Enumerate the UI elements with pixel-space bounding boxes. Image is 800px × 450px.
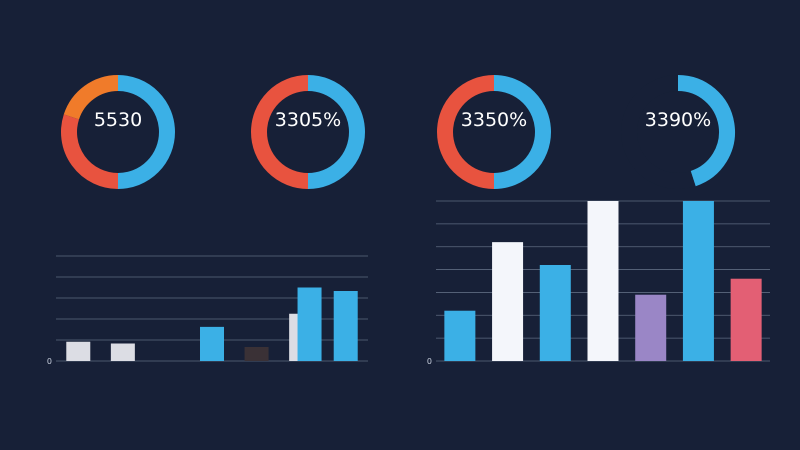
donut-slice <box>307 75 365 189</box>
bar <box>635 294 667 361</box>
donut-chart: 3305% <box>251 75 365 189</box>
donut-slice <box>677 75 735 187</box>
donut-slice <box>493 75 551 189</box>
donut-slice <box>251 75 309 189</box>
donut-slice <box>117 75 175 189</box>
y-tick-label: 0 <box>47 357 52 366</box>
donut-value-label: 3390% <box>645 109 711 131</box>
bar <box>539 265 571 361</box>
donut-slice <box>621 75 696 189</box>
donut-chart: 3390% <box>621 75 735 189</box>
bar <box>66 341 91 361</box>
donut-value-label: 3350% <box>461 109 527 131</box>
donut-chart: 5530 <box>61 75 175 189</box>
bar <box>200 326 224 361</box>
bar <box>682 201 714 361</box>
bar <box>333 291 358 361</box>
donut-charts: 5530 3305% 3350% 3390% <box>61 75 735 189</box>
donut-chart: 3350% <box>437 75 551 189</box>
bar <box>492 242 524 361</box>
donut-slice <box>63 75 119 120</box>
bar <box>110 343 135 361</box>
donut-slice <box>61 114 119 189</box>
y-tick-label: 0 <box>427 357 432 366</box>
donut-slice <box>437 75 495 189</box>
bar-chart-left: 0 <box>47 255 368 366</box>
donut-value-label: 3305% <box>275 109 341 131</box>
bar <box>444 310 476 361</box>
bar <box>244 347 269 361</box>
bar <box>297 287 322 361</box>
bar-chart-right: 0 <box>427 200 770 366</box>
bar <box>730 278 762 361</box>
donut-value-label: 5530 <box>94 109 142 131</box>
bar <box>587 201 619 361</box>
